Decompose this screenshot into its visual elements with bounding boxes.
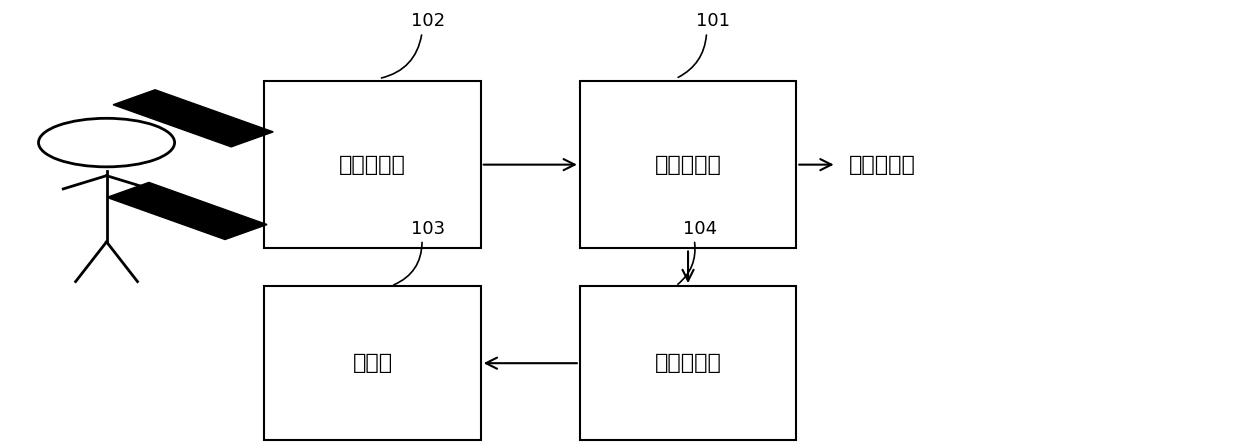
Text: 图像传感器: 图像传感器 bbox=[655, 155, 722, 174]
Text: 虹膜数据流: 虹膜数据流 bbox=[849, 155, 916, 174]
Bar bbox=[264, 286, 481, 440]
Text: 红外灯: 红外灯 bbox=[352, 353, 393, 373]
Text: 102: 102 bbox=[412, 12, 445, 30]
Text: 104: 104 bbox=[683, 220, 718, 238]
Text: 摄像头模组: 摄像头模组 bbox=[339, 155, 405, 174]
Text: 微控制单元: 微控制单元 bbox=[655, 353, 722, 373]
Bar bbox=[580, 81, 796, 249]
Bar bbox=[580, 286, 796, 440]
Polygon shape bbox=[113, 90, 273, 147]
Text: 101: 101 bbox=[696, 12, 730, 30]
Bar bbox=[264, 81, 481, 249]
Polygon shape bbox=[107, 182, 267, 239]
Text: 103: 103 bbox=[412, 220, 445, 238]
